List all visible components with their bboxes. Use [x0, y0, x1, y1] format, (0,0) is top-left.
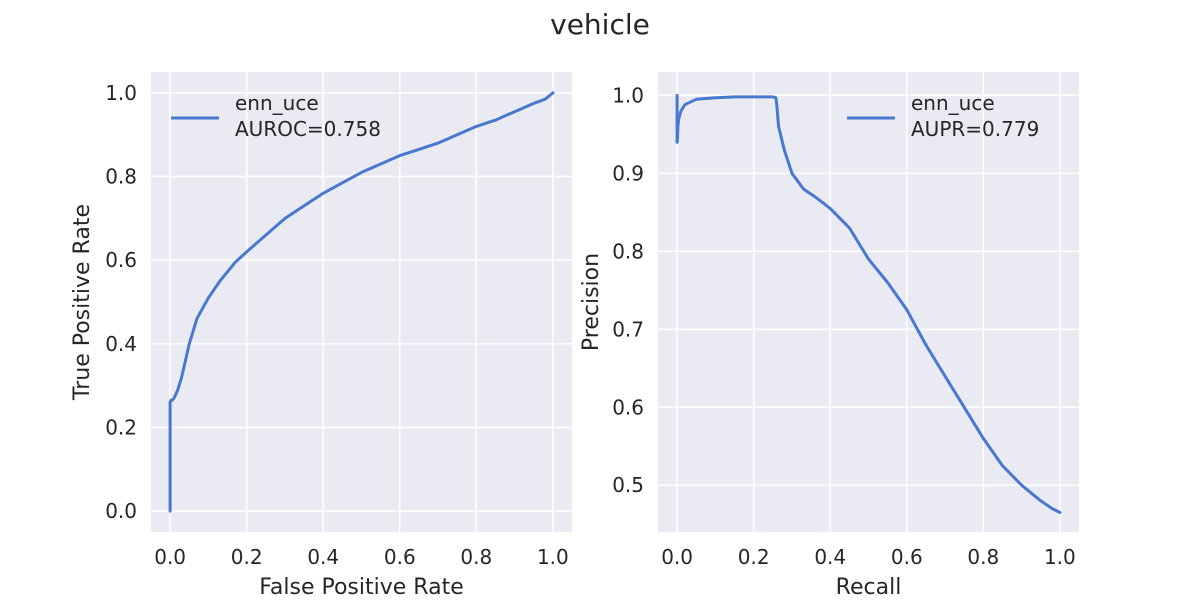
pr-series-line [675, 93, 1062, 514]
roc-y-tick-label: 0.6 [105, 248, 137, 272]
roc-y-axis-label: True Positive Rate [70, 204, 95, 401]
pr-plot-area [658, 72, 1079, 532]
roc-y-tick-label: 0.8 [105, 165, 137, 189]
roc-x-tick-label: 0.8 [460, 545, 492, 569]
pr-x-tick-label: 0.6 [891, 545, 923, 569]
roc-x-tick-label: 0.6 [384, 545, 416, 569]
roc-x-tick-label: 0.2 [231, 545, 263, 569]
roc-x-tick-label: 0.0 [154, 545, 186, 569]
roc-panel: 0.0 0.2 0.4 0.6 0.8 1.0 0.0 0.2 0.4 0.6 0.8 1.0 Fals… [70, 72, 572, 600]
pr-x-tick-label: 0.8 [967, 545, 999, 569]
pr-y-axis-label: Precision [579, 253, 604, 351]
roc-series-line [168, 91, 555, 513]
pr-panel: 0.0 0.2 0.4 0.6 0.8 1.0 0.5 0.6 0.7 0.8 0.9 1.0 Reca… [579, 72, 1079, 600]
roc-x-tick-label: 0.4 [307, 545, 339, 569]
roc-y-tick-label: 0.0 [105, 499, 137, 523]
pr-x-tick-label: 0.2 [738, 545, 770, 569]
pr-legend-label: enn_uce [911, 91, 995, 115]
figure-title: vehicle [550, 8, 650, 41]
pr-y-tick-label: 0.8 [612, 239, 644, 263]
roc-y-tick-label: 0.4 [105, 332, 137, 356]
pr-y-tick-label: 0.6 [612, 395, 644, 419]
roc-y-tick-label: 0.2 [105, 415, 137, 439]
roc-x-tick-label: 1.0 [537, 545, 569, 569]
roc-plot-area [151, 72, 572, 532]
pr-y-tick-label: 0.5 [612, 473, 644, 497]
roc-y-tick-label: 1.0 [105, 81, 137, 105]
roc-legend-label: enn_uce [235, 91, 319, 115]
pr-x-axis-label: Recall [836, 575, 902, 600]
roc-legend-label: AUROC=0.758 [235, 117, 381, 141]
pr-x-tick-label: 1.0 [1044, 545, 1076, 569]
pr-legend-label: AUPR=0.779 [911, 117, 1039, 141]
pr-y-tick-label: 0.9 [612, 161, 644, 185]
pr-y-tick-label: 0.7 [612, 317, 644, 341]
pr-x-tick-label: 0.0 [661, 545, 693, 569]
roc-x-axis-label: False Positive Rate [259, 575, 463, 600]
pr-x-tick-label: 0.4 [814, 545, 846, 569]
pr-y-tick-label: 1.0 [612, 83, 644, 107]
